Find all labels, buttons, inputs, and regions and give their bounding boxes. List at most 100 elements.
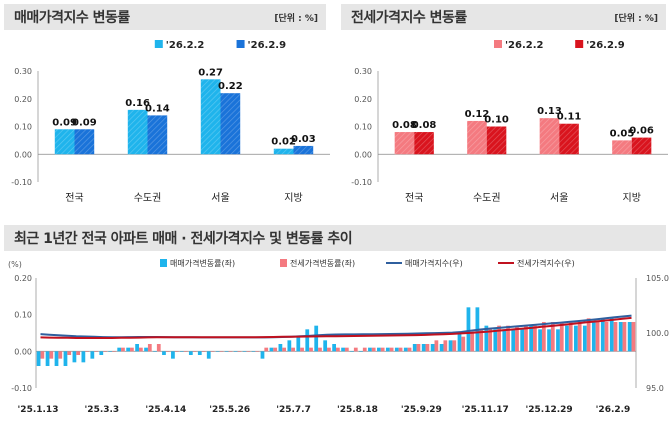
trend-lease-bar (443, 340, 448, 352)
trend-lease-bar (291, 347, 295, 352)
sale-category-label: 지방 (284, 192, 302, 204)
trend-sale-bar (430, 344, 435, 352)
trend-lease-bar (246, 351, 251, 352)
trend-sale-bar (582, 325, 587, 352)
sale-chart-header: 매매가격지수 변동률 [단위 : %] (4, 4, 326, 30)
trend-sale-bar (242, 351, 247, 352)
lease-bar-hatch (467, 120, 487, 155)
trend-lease-bar (550, 322, 555, 352)
trend-sale-bar (224, 351, 229, 352)
sale-y-tick: 0.00 (14, 150, 32, 159)
trend-sale-bar (45, 351, 50, 366)
sale-value-label: 0.14 (145, 103, 170, 114)
trend-lease-bar (506, 325, 510, 352)
trend-lease-bar (425, 344, 430, 352)
trend-sale-bar (278, 344, 283, 352)
trend-sale-bar (403, 347, 408, 352)
trend-lease-bar (524, 325, 528, 352)
trend-sale-bar (99, 351, 104, 355)
trend-lease-bar (192, 351, 197, 352)
sale-y-tick: -0.10 (11, 178, 32, 187)
trend-lease-bar (40, 351, 45, 359)
lease-bar-hatch (414, 132, 434, 155)
trend-right-tick: 100.0 (646, 329, 669, 338)
trend-sale-bar (206, 351, 211, 359)
trend-lease-bar (210, 351, 215, 352)
trend-lease-bar (515, 325, 519, 352)
sale-chart-title: 매매가격지수 변동률 (14, 10, 130, 26)
trend-sale-bar (520, 329, 525, 352)
trend-sale-bar (627, 322, 632, 352)
trend-sale-bar (162, 351, 166, 355)
trend-lease-bar (255, 351, 260, 352)
trend-lease-bar (237, 351, 242, 352)
trend-sale-bar (36, 351, 41, 366)
trend-lease-bar (94, 351, 98, 352)
trend-lease-bar (586, 318, 591, 352)
trend-lease-bar (389, 347, 394, 352)
trend-lease-bar (380, 347, 385, 352)
lease-value-label: 0.12 (465, 109, 490, 120)
trend-lease-bar (282, 347, 287, 352)
trend-left-tick: -0.10 (11, 384, 32, 393)
trend-lease-bar (156, 344, 161, 352)
trend-sale-bar (529, 325, 534, 352)
trend-lease-bar (67, 351, 72, 355)
lease-bar-hatch (394, 132, 415, 155)
trend-sale-bar (377, 347, 381, 352)
trend-sale-bar (314, 325, 319, 352)
trend-sale-bar (457, 333, 462, 352)
trend-lease-bar (497, 325, 501, 352)
trend-sale-bar (233, 351, 238, 352)
trend-sale-bar (108, 351, 113, 352)
trend-left-tick: 0.00 (14, 347, 32, 356)
trend-lease-bar (488, 329, 492, 352)
sale-bar-hatch (74, 129, 95, 155)
trend-sale-bar (323, 340, 328, 352)
lease-value-label: 0.11 (557, 112, 582, 123)
trend-lease-bar (183, 351, 188, 352)
lease-y-tick: 0.00 (354, 150, 372, 159)
trend-legend-swatch (160, 259, 167, 267)
lease-chart-header: 전세가격지수 변동률 [단위 : %] (341, 4, 666, 30)
sale-bar-hatch (220, 93, 241, 155)
trend-lease-bar (165, 351, 170, 352)
trend-lease-bar (452, 340, 457, 352)
trend-sale-bar (394, 347, 399, 352)
trend-sale-bar (251, 351, 256, 352)
lease-chart-unit: [단위 : %] (614, 13, 658, 24)
trend-lease-bar (559, 322, 564, 352)
lease-bar-hatch (612, 140, 632, 155)
trend-sale-bar (296, 336, 301, 352)
trend-sale-bar (144, 347, 148, 352)
trend-sale-bar (90, 351, 95, 359)
trend-x-label: '26.2.9 (596, 405, 631, 415)
lease-y-tick: -0.10 (351, 178, 372, 187)
sale-value-label: 0.03 (291, 134, 316, 145)
trend-sale-bar (117, 347, 122, 352)
trend-x-label: '25.8.18 (337, 405, 378, 415)
trend-lease-bar (103, 351, 107, 352)
trend-lease-bar (613, 322, 618, 352)
sale-bar-hatch (127, 109, 148, 155)
trend-lease-bar (470, 333, 475, 352)
trend-sale-bar (188, 351, 193, 355)
trend-sale-bar (368, 347, 372, 352)
trend-x-label: '25.3.3 (85, 405, 120, 415)
lease-value-label: 0.13 (537, 106, 562, 117)
sale-legend-swatch (154, 40, 163, 48)
trend-lease-bar (264, 347, 269, 352)
trend-sale-bar (350, 351, 354, 352)
trend-lease-bar (76, 351, 81, 355)
sale-legend-label: '26.2.9 (248, 40, 287, 51)
lease-value-label: 0.08 (412, 120, 437, 131)
lease-legend-swatch (575, 40, 584, 48)
lease-y-tick: 0.20 (354, 95, 372, 104)
trend-sale-bar (63, 351, 68, 366)
trend-sale-bar (180, 351, 184, 352)
trend-left-tick: 0.10 (14, 311, 32, 320)
trend-lease-bar (362, 347, 367, 352)
trend-sale-bar (269, 347, 274, 352)
trend-x-label: '25.1.13 (18, 405, 59, 415)
trend-x-label: '25.4.14 (145, 405, 186, 415)
